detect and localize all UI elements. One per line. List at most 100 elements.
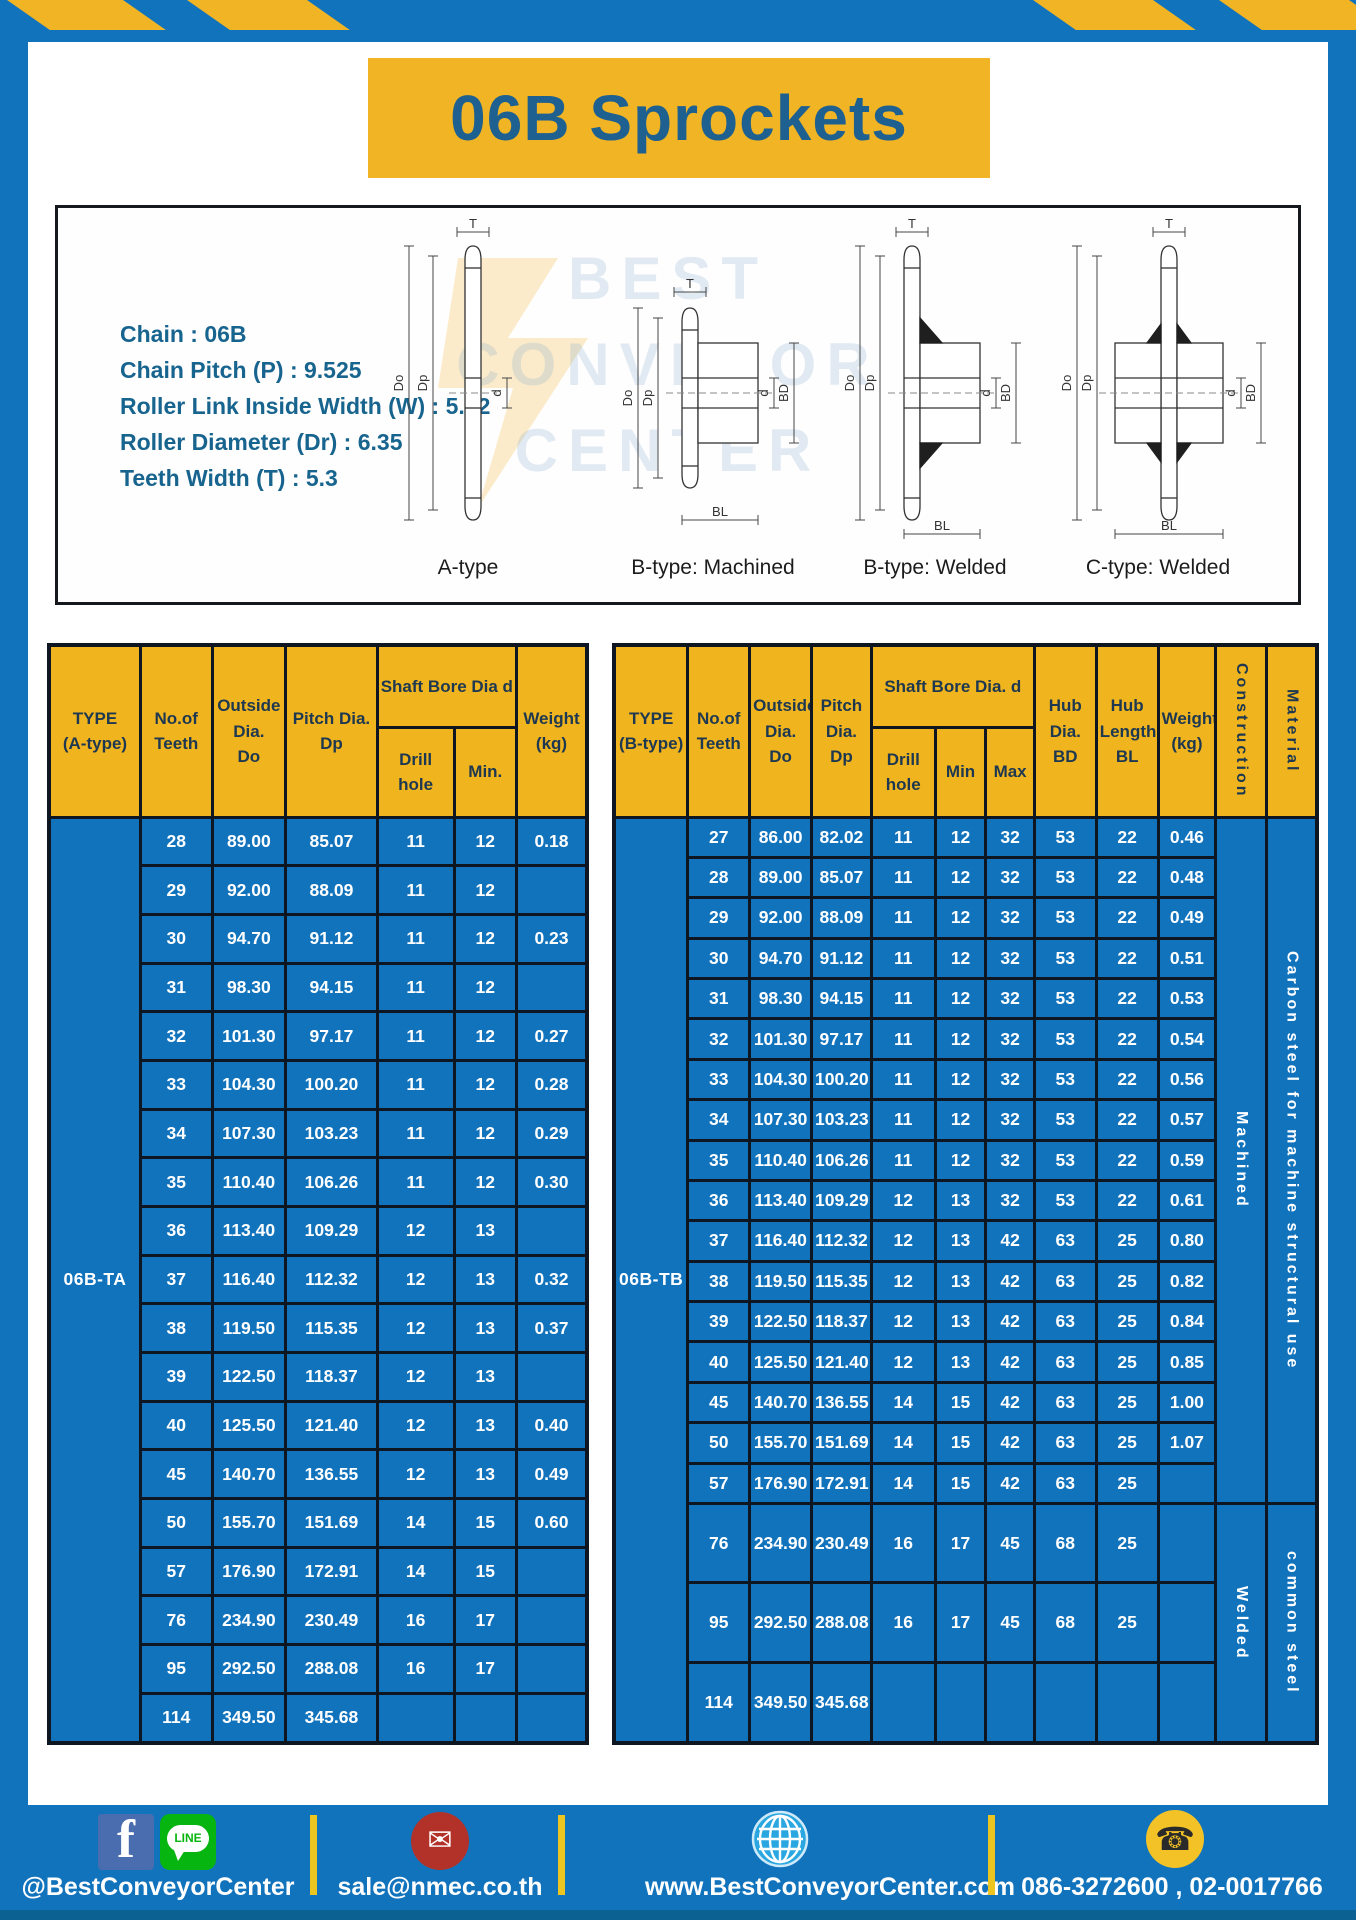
td-outside: 110.40 [748,1138,814,1182]
td-pitch: 172.91 [284,1545,379,1598]
td-hub-length: 22 [1094,896,1160,940]
table-row: 40 125.50 121.40 12 13 0.40 [49,1399,589,1452]
footer-divider [310,1815,317,1895]
th-weight: Weight (kg) [514,643,589,819]
td-teeth: 35 [686,1138,752,1182]
td-drill: 16 [375,1594,456,1646]
td-min [933,1660,988,1745]
yellow-stripe [187,0,350,30]
td-outside: 104.30 [748,1057,814,1102]
td-teeth: 57 [686,1461,752,1506]
table-b-type: TYPE (B-type) No.of Teeth Outside Dia. Do P… [612,643,1319,1745]
table-row: 35 110.40 106.26 11 12 32 53 22 0.59 [614,1138,1317,1182]
td-max [984,1660,1036,1745]
phone-icon: ☎ [1146,1810,1204,1868]
th-type: TYPE (A-type) [47,643,142,819]
svg-text:T: T [469,218,477,231]
table-row: 114 349.50 345.68 [49,1691,589,1745]
td-hub-length: 22 [1094,1017,1160,1061]
social-handle: @BestConveyorCenter [21,1873,295,1901]
globe-icon [751,1810,809,1868]
td-pitch: 172.91 [810,1461,873,1506]
td-pitch: 91.12 [810,936,873,981]
email-address: sale@nmec.co.th [337,1873,543,1901]
td-pitch: 230.49 [284,1594,379,1646]
td-outside: 155.70 [748,1421,814,1465]
td-min: 13 [933,1219,988,1263]
td-min: 12 [933,815,988,859]
th-type: TYPE (B-type) [612,643,690,819]
td-pitch: 112.32 [284,1253,379,1306]
td-teeth: 32 [138,1010,214,1062]
td-hub-length: 22 [1094,1138,1160,1182]
td-hub-length: 25 [1094,1502,1160,1585]
td-weight: 0.82 [1156,1259,1218,1304]
td-outside: 104.30 [210,1058,288,1111]
table-row: 39 122.50 118.37 12 13 [49,1350,589,1403]
td-teeth: 38 [686,1259,752,1304]
td-weight: 0.53 [1156,976,1218,1021]
td-pitch: 230.49 [810,1502,873,1585]
td-max: 32 [984,1178,1036,1223]
page-title: 06B Sprockets [450,82,908,154]
table-row: 32 101.30 97.17 11 12 0.27 [49,1010,589,1062]
td-min: 13 [933,1259,988,1304]
table-row: 45 140.70 136.55 12 13 0.49 [49,1448,589,1500]
td-hub-length: 25 [1094,1380,1160,1425]
td-min: 15 [933,1461,988,1506]
footer-divider [558,1815,565,1895]
td-outside: 119.50 [210,1302,288,1354]
td-max: 32 [984,1138,1036,1182]
table-a-type: TYPE (A-type) No.of Teeth Outside Dia. Do P… [47,643,589,1745]
td-max: 42 [984,1380,1036,1425]
th-min: Min. [452,725,518,819]
td-hub-dia: 53 [1032,1017,1098,1061]
td-drill: 11 [869,815,937,859]
line-icon: LINE [160,1814,216,1870]
table-row: 06B-TA 28 89.00 85.07 11 12 0.18 [47,815,589,1745]
td-drill: 12 [375,1399,456,1452]
td-max: 42 [984,1340,1036,1384]
td-pitch: 91.12 [284,912,379,965]
td-pitch: 136.55 [810,1380,873,1425]
td-drill: 12 [869,1299,937,1344]
title-banner: 06B Sprockets [368,58,990,178]
td-min: 13 [452,1448,518,1500]
td-hub-length: 25 [1094,1581,1160,1664]
td-teeth: 34 [138,1107,214,1160]
td-pitch: 100.20 [810,1057,873,1102]
td-weight [514,1350,589,1403]
td-teeth: 27 [686,815,752,859]
td-outside: 101.30 [748,1017,814,1061]
td-weight: 0.28 [514,1058,589,1111]
table-row: 06B-TB 27 86.00 82.02 11 12 32 53 22 0.46 Machined… [612,815,1319,1745]
td-weight [514,864,589,916]
table-row: 95 292.50 288.08 16 17 [49,1642,589,1695]
envelope-icon: ✉ [411,1812,469,1870]
td-drill: 12 [869,1340,937,1384]
th-drill-hole: Drill hole [869,725,937,819]
td-teeth: 40 [686,1340,752,1384]
td-weight [514,1642,589,1695]
td-teeth: 30 [686,936,752,981]
td-max: 42 [984,1219,1036,1263]
th-min: Min [933,725,988,819]
table-row: 40 125.50 121.40 12 13 42 63 25 0.85 [614,1340,1317,1384]
th-weight: Weight (kg) [1156,643,1218,819]
th-hub-length: Hub Length BL [1094,643,1160,819]
table-row: 29 92.00 88.09 11 12 32 53 22 0.49 [614,896,1317,940]
td-max: 45 [984,1581,1036,1664]
table-row: 30 94.70 91.12 11 12 32 53 22 0.51 [614,936,1317,981]
td-min: 13 [933,1178,988,1223]
table-row: 35 110.40 106.26 11 12 0.30 [49,1156,589,1208]
table-row: 95 292.50 288.08 16 17 45 68 25 [614,1581,1317,1664]
td-drill [375,1691,456,1745]
svg-text:d: d [978,389,993,396]
table-row: 37 116.40 112.32 12 13 42 63 25 0.80 [614,1219,1317,1263]
td-min: 13 [452,1204,518,1257]
td-drill: 12 [375,1253,456,1306]
td-weight: 0.49 [1156,896,1218,940]
td-hub-length: 22 [1094,1098,1160,1142]
td-min: 12 [933,855,988,900]
td-min: 12 [933,896,988,940]
